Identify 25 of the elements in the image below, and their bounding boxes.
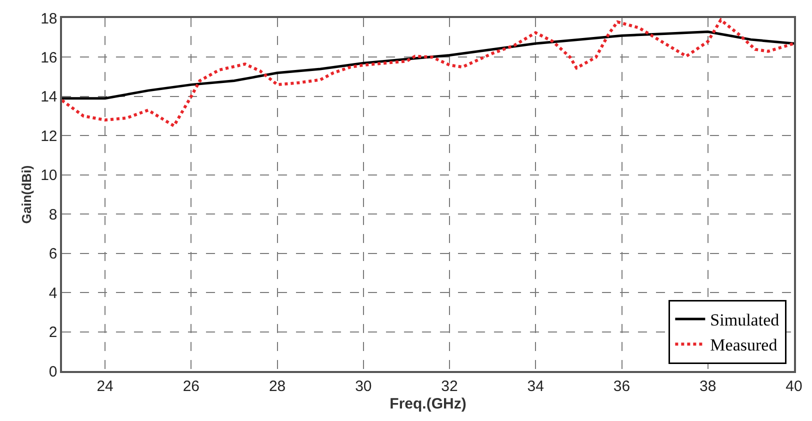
x-tick-label: 28 (268, 378, 286, 395)
x-tick-label: 30 (355, 378, 372, 395)
y-tick-label: 0 (48, 363, 58, 380)
y-axis-title: Gain(dBi) (19, 165, 34, 224)
y-tick-label: 6 (48, 246, 58, 263)
x-tick-label: 24 (96, 378, 114, 395)
y-tick-label: 12 (40, 128, 58, 145)
y-tick-label: 2 (48, 324, 58, 342)
x-tick-label: 26 (182, 378, 200, 395)
legend-label: Simulated (710, 310, 780, 330)
x-tick-label: 36 (613, 378, 630, 395)
x-tick-label: 40 (786, 378, 802, 395)
line-series (62, 18, 794, 128)
line-series (62, 30, 794, 100)
x-tick-label: 34 (527, 378, 544, 395)
y-tick-label: 10 (40, 167, 58, 184)
x-axis-title: Freq.(GHz) (390, 395, 466, 412)
y-tick-label: 16 (40, 49, 58, 66)
x-tick-label: 32 (441, 378, 458, 395)
y-tick-label: 8 (48, 206, 58, 224)
y-tick-label: 4 (48, 284, 58, 302)
y-tick-label: 18 (40, 10, 58, 28)
legend-label: Measured (710, 336, 778, 355)
x-tick-label: 38 (700, 378, 716, 395)
y-tick-label: 14 (40, 88, 58, 106)
